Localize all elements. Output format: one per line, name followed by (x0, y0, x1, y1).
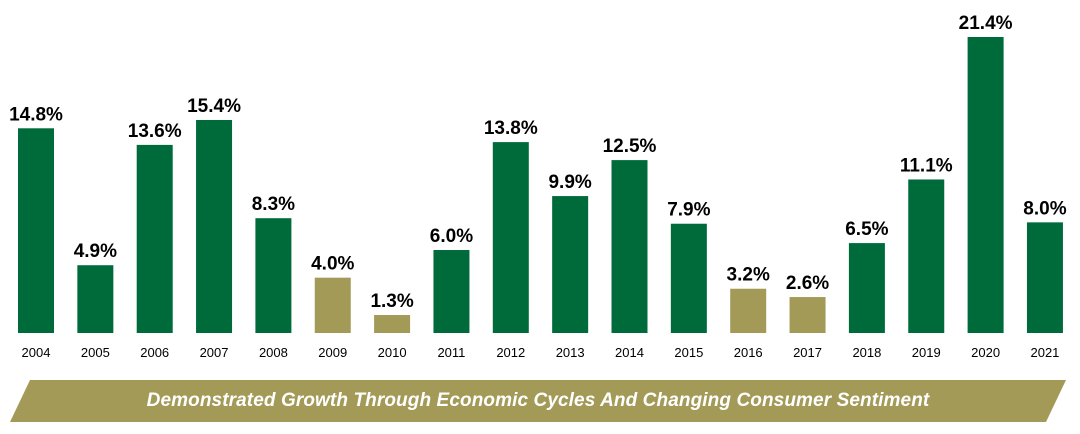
x-tick-label-2018: 2018 (852, 345, 881, 360)
x-tick-label-2011: 2011 (437, 345, 465, 360)
bar-2021 (1026, 222, 1063, 333)
x-tick-label-2015: 2015 (674, 345, 703, 360)
x-tick-label-2010: 2010 (378, 345, 407, 360)
bar-2020 (967, 37, 1004, 333)
x-tick-label-2009: 2009 (318, 345, 347, 360)
value-label-2014: 12.5% (603, 136, 657, 157)
x-tick-label-2007: 2007 (200, 345, 229, 360)
bar-2010 (374, 315, 411, 333)
value-label-2020: 21.4% (959, 13, 1013, 34)
x-tick-label-2005: 2005 (81, 345, 110, 360)
bar-2016 (730, 288, 767, 333)
value-label-2007: 15.4% (187, 96, 241, 117)
value-label-2011: 6.0% (430, 226, 473, 247)
value-label-2017: 2.6% (786, 273, 829, 294)
bars-group (18, 37, 1063, 334)
bar-2011 (433, 250, 470, 333)
x-tick-label-2006: 2006 (140, 345, 169, 360)
value-label-2004: 14.8% (9, 104, 63, 125)
bar-2004 (18, 128, 54, 333)
bar-chart: 14.8% 4.9% 13.6%15.4% 8.3% 4.0% 1.3% 6.0% 13.8%… (9, 13, 1067, 360)
x-tick-label-2004: 2004 (22, 345, 51, 360)
x-tick-label-2014: 2014 (615, 345, 644, 360)
value-label-2018: 6.5% (845, 219, 888, 240)
value-label-2008: 8.3% (252, 194, 295, 215)
x-tick-label-2012: 2012 (496, 345, 525, 360)
x-tick-label-2021: 2021 (1030, 345, 1059, 360)
bar-2015 (670, 223, 707, 333)
footer-banner: Demonstrated Growth Through Economic Cyc… (10, 380, 1066, 422)
x-tick-label-2013: 2013 (556, 345, 585, 360)
x-tick-label-2019: 2019 (912, 345, 941, 360)
bar-2005 (77, 265, 114, 333)
x-tick-label-2017: 2017 (793, 345, 822, 360)
bar-2007 (196, 119, 233, 334)
value-labels-group: 14.8% 4.9% 13.6%15.4% 8.3% 4.0% 1.3% 6.0% 13.8%… (9, 13, 1067, 312)
value-label-2012: 13.8% (484, 118, 538, 139)
banner-text: Demonstrated Growth Through Economic Cyc… (146, 390, 930, 411)
bar-2013 (552, 196, 589, 333)
bar-2012 (492, 142, 529, 333)
value-label-2016: 3.2% (727, 265, 770, 286)
bar-2008 (255, 218, 292, 333)
bar-2006 (136, 144, 173, 333)
bar-2019 (908, 179, 945, 333)
value-label-2006: 13.6% (128, 121, 182, 142)
value-label-2010: 1.3% (370, 291, 413, 312)
x-tick-label-2016: 2016 (734, 345, 763, 360)
bar-2017 (789, 297, 826, 333)
x-tick-labels-group: 2004 2005 2006 2007 2008 2009 2010 2011 2012 2013… (22, 345, 1060, 360)
value-label-2005: 4.9% (74, 241, 117, 262)
value-label-2009: 4.0% (311, 254, 354, 275)
x-tick-label-2008: 2008 (259, 345, 288, 360)
value-label-2013: 9.9% (548, 172, 591, 193)
bar-2014 (611, 160, 648, 333)
value-label-2019: 11.1% (900, 155, 953, 176)
bar-2018 (848, 243, 885, 333)
bar-2009 (314, 277, 351, 333)
value-label-2015: 7.9% (667, 200, 710, 221)
value-label-2021: 8.0% (1023, 198, 1066, 219)
x-tick-label-2020: 2020 (971, 345, 1000, 360)
